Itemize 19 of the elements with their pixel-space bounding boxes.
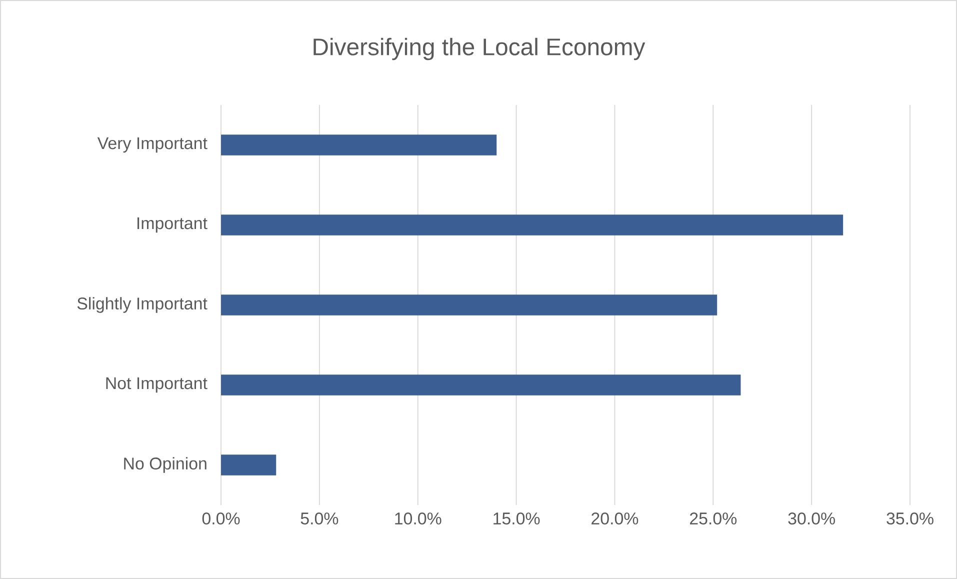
y-tick-label: Slightly Important — [77, 297, 208, 313]
x-tick-label: 5.0% — [300, 512, 338, 525]
y-tick-label: Important — [138, 217, 208, 233]
y-tick-label: Very Important — [97, 137, 208, 153]
y-tick-label: No Opinion — [124, 457, 206, 473]
x-tick-label: 30.0% — [788, 512, 835, 525]
chart-title: Diversifying the Local Economy — [314, 38, 646, 60]
x-tick-label: 35.0% — [886, 512, 934, 525]
bar — [221, 294, 718, 316]
bar — [221, 454, 276, 476]
bar — [221, 214, 844, 236]
x-tick-label: 25.0% — [690, 512, 737, 525]
bar — [221, 374, 741, 396]
x-tick-label: 10.0% — [395, 512, 442, 525]
y-tick-label: Not Important — [106, 377, 208, 393]
x-tick-label: 20.0% — [592, 512, 638, 525]
bar — [221, 134, 497, 156]
x-tick-label: 15.0% — [494, 512, 540, 525]
x-tick-label: 0.0% — [202, 512, 240, 525]
